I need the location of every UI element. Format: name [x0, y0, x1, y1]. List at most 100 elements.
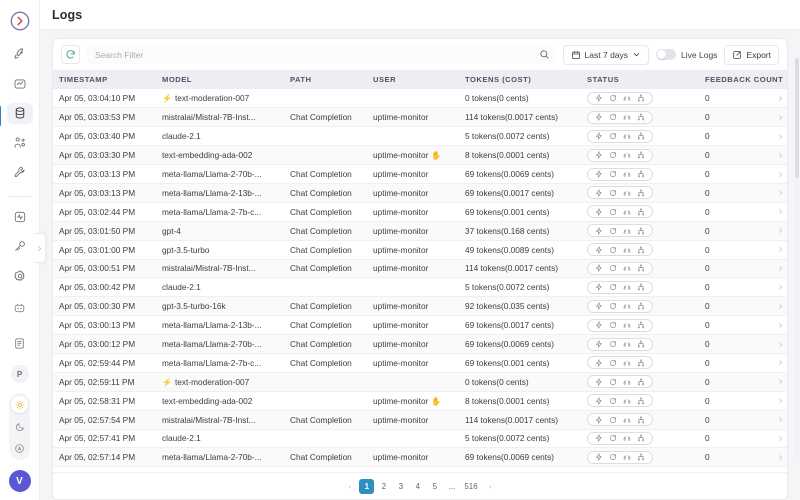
- cache-icon[interactable]: [623, 170, 631, 178]
- plan-badge[interactable]: P: [10, 365, 29, 384]
- col-feedback-count[interactable]: FEEDBACK COUNT: [699, 70, 783, 89]
- table-row[interactable]: Apr 05, 02:57:41 PM claude-2.1 5 tokens(0.…: [53, 429, 787, 449]
- row-expand-button[interactable]: [771, 164, 787, 184]
- status-badge[interactable]: [587, 243, 653, 257]
- bolt-icon[interactable]: [595, 340, 603, 348]
- row-expand-button[interactable]: [771, 240, 787, 260]
- scrollbar-thumb[interactable]: [795, 58, 799, 178]
- bolt-icon[interactable]: [595, 397, 603, 405]
- row-expand-button[interactable]: [771, 372, 787, 392]
- sidebar-item-api-keys[interactable]: [7, 236, 33, 257]
- cache-icon[interactable]: [623, 453, 631, 461]
- status-badge[interactable]: [587, 375, 653, 389]
- status-badge[interactable]: [587, 299, 653, 313]
- status-badge[interactable]: [587, 186, 653, 200]
- bolt-icon[interactable]: [595, 321, 603, 329]
- col-tokens[interactable]: TOKENS (COST): [459, 70, 581, 89]
- retry-icon[interactable]: [609, 302, 617, 310]
- cache-icon[interactable]: [623, 302, 631, 310]
- date-range-button[interactable]: Last 7 days: [562, 44, 650, 65]
- pagination-page[interactable]: 2: [381, 481, 387, 491]
- vertical-scrollbar[interactable]: [795, 58, 799, 458]
- cache-icon[interactable]: [623, 151, 631, 159]
- trace-icon[interactable]: [637, 113, 645, 121]
- cache-icon[interactable]: [623, 378, 631, 386]
- table-row[interactable]: Apr 05, 03:01:00 PM gpt-3.5-turbo Chat Com…: [53, 240, 787, 260]
- cache-icon[interactable]: [623, 246, 631, 254]
- status-badge[interactable]: [587, 356, 653, 370]
- live-logs-switch[interactable]: [656, 49, 677, 60]
- bolt-icon[interactable]: [595, 208, 603, 216]
- bolt-icon[interactable]: [595, 434, 603, 443]
- row-expand-button[interactable]: [771, 107, 787, 128]
- pagination-page[interactable]: ...: [448, 481, 456, 491]
- status-badge[interactable]: [587, 205, 653, 219]
- pagination-page[interactable]: 1: [359, 478, 375, 494]
- cache-icon[interactable]: [623, 227, 631, 235]
- retry-icon[interactable]: [609, 151, 617, 159]
- bolt-icon[interactable]: [595, 132, 603, 140]
- bolt-icon[interactable]: [595, 415, 603, 424]
- bolt-icon[interactable]: [595, 151, 603, 159]
- bolt-icon[interactable]: [595, 227, 603, 235]
- retry-icon[interactable]: [609, 132, 617, 140]
- retry-icon[interactable]: [609, 283, 617, 291]
- table-row[interactable]: Apr 05, 03:03:13 PM meta-llama/Llama-2-13…: [53, 183, 787, 203]
- table-row[interactable]: Apr 05, 03:04:10 PM ⚡ text-moderation-007 0…: [53, 89, 787, 109]
- status-badge[interactable]: [587, 224, 653, 238]
- refresh-button[interactable]: [61, 45, 80, 64]
- retry-icon[interactable]: [609, 227, 617, 235]
- status-badge[interactable]: [587, 261, 653, 275]
- cache-icon[interactable]: [623, 359, 631, 367]
- status-badge[interactable]: [587, 450, 653, 464]
- table-row[interactable]: Apr 05, 02:58:31 PM text-embedding-ada-00…: [53, 391, 787, 411]
- theme-dark-button[interactable]: [11, 418, 28, 435]
- trace-icon[interactable]: [637, 264, 645, 272]
- trace-icon[interactable]: [637, 321, 645, 329]
- bolt-icon[interactable]: [595, 283, 603, 292]
- status-badge[interactable]: [587, 431, 653, 445]
- trace-icon[interactable]: [637, 416, 645, 424]
- status-badge[interactable]: [587, 318, 653, 332]
- sidebar-item-logs[interactable]: [0, 103, 33, 126]
- bolt-icon[interactable]: [595, 302, 603, 310]
- col-model[interactable]: MODEL: [156, 70, 284, 89]
- bolt-icon[interactable]: [595, 359, 603, 367]
- retry-icon[interactable]: [609, 94, 617, 102]
- avatar[interactable]: V: [8, 470, 31, 493]
- bolt-icon[interactable]: [595, 113, 603, 121]
- trace-icon[interactable]: [637, 170, 645, 178]
- row-expand-button[interactable]: [771, 296, 787, 317]
- table-row[interactable]: Apr 05, 02:59:11 PM ⚡ text-moderation-007 0…: [53, 372, 787, 392]
- export-button[interactable]: Export: [724, 44, 779, 65]
- cache-icon[interactable]: [623, 264, 631, 272]
- retry-icon[interactable]: [609, 208, 617, 216]
- row-expand-button[interactable]: [771, 126, 787, 147]
- trace-icon[interactable]: [637, 208, 645, 216]
- row-expand-button[interactable]: [771, 277, 787, 298]
- pagination-page[interactable]: 4: [415, 481, 421, 491]
- retry-icon[interactable]: [609, 378, 617, 386]
- col-user[interactable]: USER: [367, 70, 459, 89]
- cache-icon[interactable]: [623, 113, 631, 121]
- bolt-icon[interactable]: [595, 94, 603, 102]
- cache-icon[interactable]: [623, 321, 631, 329]
- table-row[interactable]: Apr 05, 03:00:12 PM meta-llama/Llama-2-70…: [53, 334, 787, 354]
- retry-icon[interactable]: [609, 264, 617, 272]
- status-badge[interactable]: [587, 129, 653, 143]
- sidebar-item-settings[interactable]: [7, 266, 33, 287]
- row-expand-button[interactable]: [771, 391, 787, 411]
- cache-icon[interactable]: [623, 189, 631, 197]
- pagination-prev[interactable]: ‹: [348, 481, 352, 491]
- trace-icon[interactable]: [637, 378, 645, 386]
- sidebar-item-discord[interactable]: [7, 295, 33, 321]
- retry-icon[interactable]: [609, 397, 617, 405]
- retry-icon[interactable]: [609, 453, 617, 461]
- trace-icon[interactable]: [637, 189, 645, 197]
- cache-icon[interactable]: [623, 434, 631, 442]
- pagination-page[interactable]: 5: [432, 481, 438, 491]
- status-badge[interactable]: [587, 280, 653, 294]
- col-path[interactable]: PATH: [284, 70, 367, 89]
- trace-icon[interactable]: [637, 340, 645, 348]
- panel-collapse-handle[interactable]: [33, 233, 46, 263]
